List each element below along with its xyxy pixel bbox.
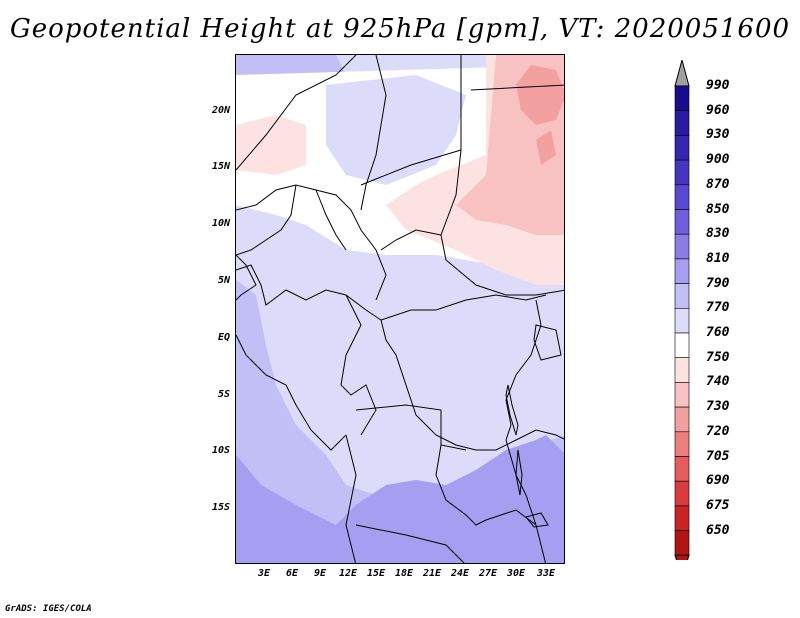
colorbar-label: 870 <box>706 176 730 192</box>
colorbar-segment <box>674 184 690 210</box>
footer-credit: GrADS: IGES/COLA <box>5 604 92 614</box>
map-plot-area <box>235 54 565 564</box>
colorbar-label: 790 <box>706 275 730 291</box>
colorbar <box>674 60 690 560</box>
x-tick: 33E <box>536 568 556 579</box>
y-tick: 10N <box>211 218 230 229</box>
field-lavender-north-center <box>326 75 466 185</box>
x-tick: 27E <box>478 568 498 579</box>
field-pink-dark-2 <box>536 130 556 165</box>
colorbar-label: 720 <box>706 423 730 439</box>
colorbar-label: 900 <box>706 152 730 168</box>
x-tick: 3E <box>257 568 271 579</box>
colorbar-segment <box>674 209 690 235</box>
colorbar-label: 750 <box>706 349 730 365</box>
y-tick: 5N <box>217 275 230 286</box>
map-title: Geopotential Height at 925hPa [gpm], VT:… <box>9 14 791 44</box>
colorbar-label: 730 <box>706 399 730 415</box>
colorbar-segment <box>674 357 690 383</box>
colorbar-label: 830 <box>706 226 730 242</box>
colorbar-segment <box>674 308 690 334</box>
colorbar-bottom-arrow <box>674 554 690 560</box>
field-pink-dark <box>516 65 564 125</box>
colorbar-segment <box>674 505 690 531</box>
colorbar-segment <box>674 258 690 284</box>
colorbar-segment <box>674 406 690 433</box>
colorbar-segment <box>674 110 690 136</box>
geopotential-map <box>236 55 564 563</box>
colorbar-segment <box>674 382 690 408</box>
colorbar-segment <box>674 283 690 309</box>
y-tick: 5S <box>217 389 230 400</box>
x-tick: 12E <box>338 568 358 579</box>
colorbar-label: 675 <box>706 497 730 513</box>
colorbar-label: 740 <box>706 374 730 390</box>
x-tick: 30E <box>506 568 526 579</box>
x-tick: 18E <box>394 568 414 579</box>
colorbar-label: 930 <box>706 127 730 143</box>
lakes <box>505 324 562 528</box>
colorbar-label: 990 <box>706 78 730 93</box>
x-tick: 9E <box>313 568 327 579</box>
colorbar-segment <box>674 85 690 112</box>
colorbar-segment <box>674 530 690 556</box>
y-tick: 20N <box>211 105 230 116</box>
x-tick: 6E <box>285 568 299 579</box>
y-tick: EQ <box>217 332 230 343</box>
y-tick: 15S <box>211 502 230 513</box>
field-pink-west <box>236 115 306 175</box>
colorbar-segment <box>674 332 690 359</box>
colorbar-segment <box>674 159 690 186</box>
x-tick: 15E <box>366 568 386 579</box>
y-tick: 10S <box>211 445 230 456</box>
colorbar-label: 760 <box>706 325 730 340</box>
field-lavender-dark <box>236 435 564 563</box>
colorbar-segment <box>674 135 690 161</box>
colorbar-label: 770 <box>706 300 730 316</box>
colorbar-label: 650 <box>706 522 730 538</box>
x-tick: 21E <box>422 568 442 579</box>
colorbar-label: 850 <box>706 201 730 217</box>
y-tick: 15N <box>211 161 230 172</box>
colorbar-top-arrow <box>674 60 690 87</box>
colorbar-label: 810 <box>706 250 730 266</box>
colorbar-label: 960 <box>706 102 730 118</box>
colorbar-segment <box>674 480 690 507</box>
colorbar-segment <box>674 456 690 482</box>
country-borders <box>236 55 564 563</box>
colorbar-label: 690 <box>706 473 730 489</box>
colorbar-segment <box>674 233 690 260</box>
colorbar-label: 705 <box>706 448 730 464</box>
colorbar-segment <box>674 431 690 457</box>
x-tick: 24E <box>450 568 470 579</box>
